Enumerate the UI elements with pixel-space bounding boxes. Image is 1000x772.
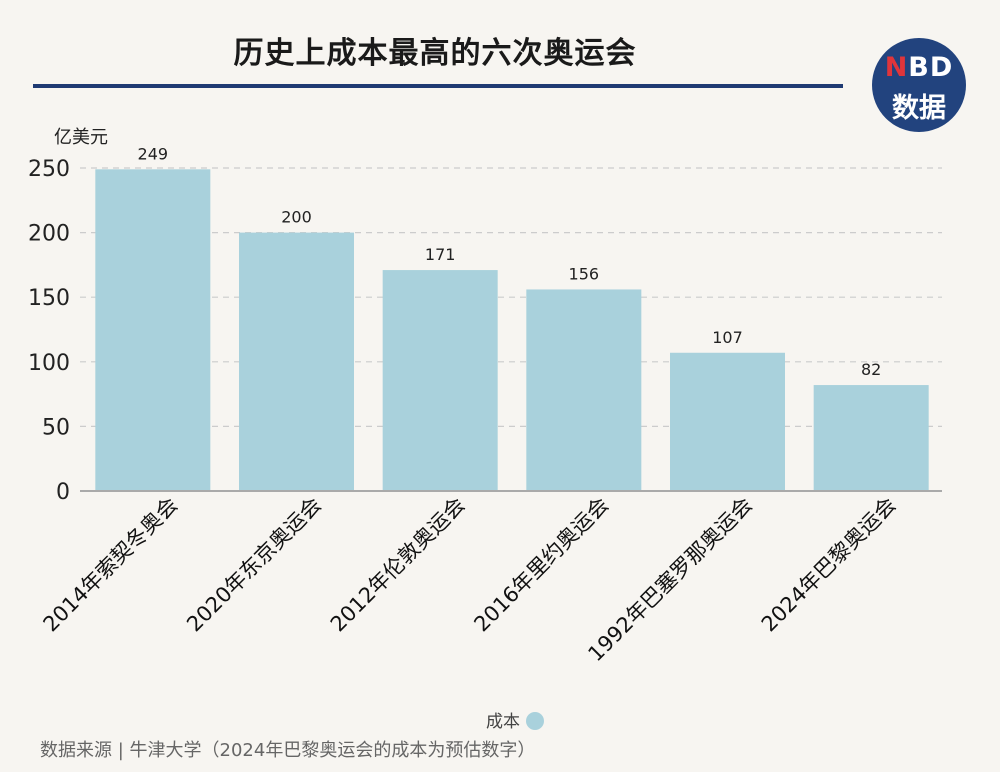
data-label: 249	[138, 144, 169, 163]
bar	[526, 289, 642, 491]
nbd-logo: NBD 数据	[872, 38, 966, 132]
bar-chart: 亿美元 0 50 100 150 200 250 249 200 171 156 107 82 20…	[28, 127, 942, 667]
x-tick-label: 1992年巴塞罗那奥运会	[583, 493, 757, 667]
y-axis-label: 亿美元	[54, 127, 108, 148]
legend: 成本	[0, 707, 1000, 732]
x-tick-label: 2016年里约奥运会	[470, 493, 614, 637]
x-tick-label: 2014年索契冬奥会	[39, 493, 183, 637]
data-label: 200	[281, 208, 312, 227]
y-tick-label: 200	[28, 222, 70, 247]
x-tick-label: 2020年东京奥运会	[182, 493, 326, 637]
data-label: 82	[861, 360, 881, 379]
source-note: 数据来源 | 牛津大学（2024年巴黎奥运会的成本为预估数字）	[40, 740, 536, 761]
data-label: 171	[425, 245, 456, 264]
bar	[382, 270, 498, 491]
legend-swatch	[526, 712, 544, 730]
bar	[239, 232, 354, 491]
data-label: 156	[569, 264, 600, 283]
x-tick-label: 2024年巴黎奥运会	[757, 493, 901, 637]
y-tick-label: 150	[28, 286, 70, 311]
chart-title: 历史上成本最高的六次奥运会	[233, 36, 637, 71]
bar	[813, 385, 929, 491]
y-tick-label: 0	[56, 480, 70, 505]
title-underline	[33, 84, 843, 88]
y-tick-label: 100	[28, 351, 70, 376]
x-tick-label: 2012年伦敦奥运会	[326, 493, 470, 637]
legend-label: 成本	[486, 712, 520, 732]
bar	[95, 169, 211, 492]
data-label: 107	[712, 328, 743, 347]
y-tick-label: 250	[28, 157, 70, 182]
y-tick-label: 50	[42, 415, 70, 440]
bar	[670, 352, 785, 491]
